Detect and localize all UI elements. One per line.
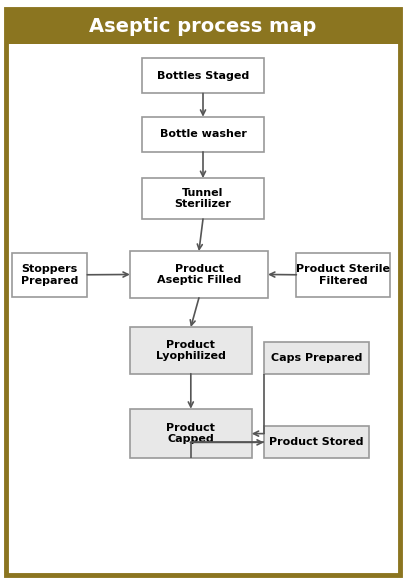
- Text: Product
Aseptic Filled: Product Aseptic Filled: [156, 264, 241, 285]
- Text: Product
Capped: Product Capped: [166, 423, 215, 444]
- Bar: [130, 251, 267, 298]
- Text: Product
Lyophilized: Product Lyophilized: [156, 340, 225, 361]
- Text: Product Sterile
Filtered: Product Sterile Filtered: [295, 264, 389, 286]
- Bar: [263, 342, 369, 374]
- Bar: [130, 409, 251, 458]
- Bar: [142, 117, 263, 152]
- Bar: [263, 426, 369, 458]
- Text: Product Stored: Product Stored: [269, 437, 363, 447]
- Text: Aseptic process map: Aseptic process map: [89, 17, 316, 36]
- Text: Bottle washer: Bottle washer: [159, 129, 246, 140]
- Bar: [130, 327, 251, 374]
- Bar: [142, 178, 263, 219]
- Text: Tunnel
Sterilizer: Tunnel Sterilizer: [174, 188, 231, 209]
- Bar: [6, 9, 399, 44]
- Text: Stoppers
Prepared: Stoppers Prepared: [21, 264, 78, 286]
- Text: Caps Prepared: Caps Prepared: [270, 353, 362, 363]
- Bar: [12, 253, 87, 297]
- Bar: [142, 58, 263, 93]
- Text: Bottles Staged: Bottles Staged: [156, 71, 249, 81]
- Bar: [296, 253, 389, 297]
